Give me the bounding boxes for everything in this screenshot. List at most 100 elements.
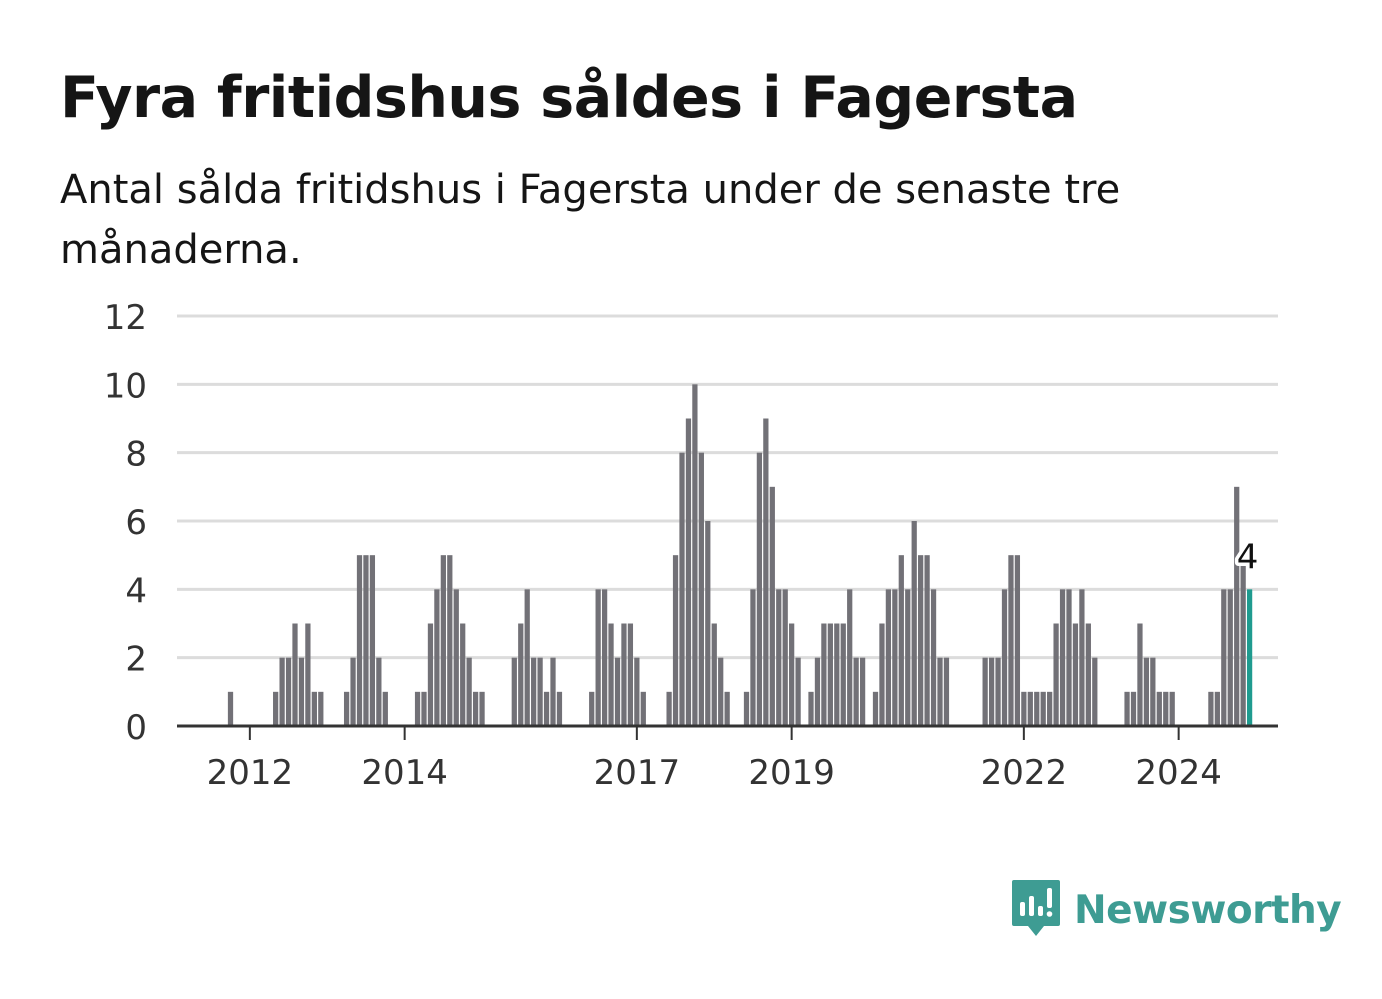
bar — [518, 623, 524, 726]
chart-title: Fyra fritidshus såldes i Fagersta — [60, 65, 1078, 131]
bar — [311, 691, 317, 726]
labels: 0 2 4 6 8 10 12 2012 2014 2017 2019 2022 2024 4 — [104, 298, 1262, 793]
bar — [363, 555, 369, 726]
bar — [472, 691, 479, 726]
bar — [1156, 691, 1162, 726]
bar — [537, 657, 543, 726]
bar — [427, 623, 434, 726]
bar — [905, 589, 911, 726]
bar — [1008, 555, 1014, 726]
bar — [460, 623, 466, 726]
bar — [627, 623, 634, 726]
bar — [614, 657, 621, 726]
bar — [621, 623, 627, 726]
y-tick-label: 0 — [125, 708, 147, 748]
x-tick-label: 2019 — [748, 753, 835, 793]
bar — [305, 623, 311, 726]
bar — [376, 657, 382, 726]
bar — [350, 657, 356, 726]
bar — [666, 691, 672, 726]
bar — [273, 691, 279, 726]
bar — [718, 657, 724, 726]
bar — [1143, 657, 1150, 726]
bar — [1227, 589, 1233, 726]
grid-lines — [177, 314, 1278, 660]
bar — [1047, 691, 1053, 726]
bar — [1137, 623, 1143, 726]
axes — [177, 724, 1278, 740]
bar — [769, 486, 775, 726]
bar — [421, 691, 427, 726]
y-tick-label: 2 — [125, 640, 147, 680]
bar — [892, 589, 898, 726]
y-tick-label: 4 — [125, 571, 147, 611]
bar — [298, 657, 305, 726]
bar — [930, 589, 937, 726]
bar — [918, 555, 924, 726]
bar — [1221, 589, 1227, 726]
bar — [318, 691, 324, 726]
bar — [698, 452, 704, 726]
bar — [711, 623, 717, 726]
bar — [556, 691, 563, 726]
bar — [1214, 691, 1220, 726]
bar — [543, 691, 550, 726]
y-tick-label: 12 — [104, 298, 147, 338]
bar — [511, 657, 517, 726]
bar — [924, 555, 930, 726]
bar — [982, 657, 988, 726]
bar — [1001, 589, 1008, 726]
bar — [743, 691, 750, 726]
bar — [466, 657, 472, 726]
bar — [279, 657, 285, 726]
bar — [434, 589, 440, 726]
bar — [1027, 691, 1033, 726]
bar — [595, 589, 601, 726]
bar — [227, 691, 234, 726]
bar — [685, 418, 692, 726]
bar — [550, 657, 556, 726]
highlight-value-label: 4 — [1237, 537, 1259, 577]
bar — [853, 657, 859, 726]
bar — [589, 691, 595, 726]
bar — [679, 452, 685, 726]
bar — [640, 691, 646, 726]
bar — [1059, 589, 1066, 726]
bar — [531, 657, 537, 726]
x-tick-label: 2014 — [361, 753, 448, 793]
bar — [285, 657, 292, 726]
bar — [1072, 623, 1079, 726]
bar — [827, 623, 833, 726]
bar — [808, 691, 814, 726]
bar — [1208, 691, 1214, 726]
x-tick-label: 2012 — [207, 753, 294, 793]
bar — [859, 657, 866, 726]
bar — [763, 418, 769, 726]
bar — [872, 691, 879, 726]
bars — [227, 384, 1253, 726]
y-tick-label: 6 — [125, 503, 147, 543]
bar — [1150, 657, 1156, 726]
bar — [634, 657, 640, 726]
bar — [692, 384, 698, 726]
bar — [840, 623, 846, 726]
newsworthy-brand[interactable]: Newsworthy — [1010, 878, 1342, 942]
bar — [414, 691, 421, 726]
x-tick-label: 2022 — [981, 753, 1068, 793]
bar — [943, 657, 950, 726]
bar — [1079, 589, 1085, 726]
newsworthy-logo-icon — [1012, 880, 1060, 936]
chart-subtitle: Antal sålda fritidshus i Fagersta under … — [60, 167, 1121, 273]
bar — [601, 589, 608, 726]
bar — [821, 623, 827, 726]
bar — [1021, 691, 1027, 726]
bar — [1034, 691, 1040, 726]
bar — [834, 623, 840, 726]
x-tick-label: 2024 — [1135, 753, 1222, 793]
bar — [898, 555, 904, 726]
bar — [356, 555, 363, 726]
bar — [885, 589, 892, 726]
bar — [1234, 486, 1240, 726]
bar — [440, 555, 446, 726]
bar — [814, 657, 821, 726]
